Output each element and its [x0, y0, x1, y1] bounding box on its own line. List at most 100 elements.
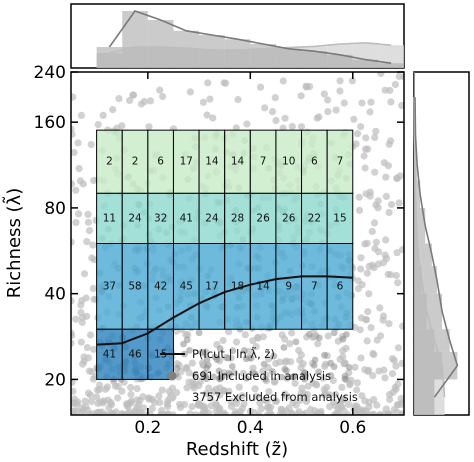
scatter-point-excluded: [394, 279, 402, 287]
scatter-point-excluded: [225, 328, 233, 336]
top-hist-bar-included: [352, 59, 379, 68]
bin-count-label: 45: [180, 280, 193, 292]
bin-count-label: 32: [154, 212, 167, 224]
scatter-point-excluded: [363, 269, 371, 277]
scatter-point-excluded: [71, 297, 75, 305]
scatter-point-included: [224, 354, 232, 362]
scatter-point-excluded: [399, 322, 404, 330]
scatter-point-excluded: [392, 271, 400, 280]
bin-cell: [147, 192, 174, 244]
y-tick-label: 240: [34, 63, 66, 83]
scatter-point-excluded: [267, 403, 275, 411]
bin-count-label: 14: [231, 156, 245, 168]
scatter-point-excluded: [394, 401, 402, 409]
scatter-point-excluded: [98, 408, 106, 415]
scatter-point-excluded: [72, 186, 80, 194]
scatter-point-excluded: [329, 398, 337, 406]
scatter-point-excluded: [71, 180, 76, 188]
scatter-point-excluded: [360, 152, 368, 160]
bin-count-label: 46: [128, 348, 142, 360]
scatter-point-excluded: [112, 382, 120, 390]
scatter-point-excluded: [225, 387, 233, 395]
scatter-point-excluded: [365, 290, 373, 298]
scatter-point-excluded: [249, 364, 257, 372]
scatter-point-included: [278, 373, 285, 381]
scatter-point-excluded: [199, 98, 207, 106]
scatter-point-excluded: [288, 329, 296, 337]
scatter-point-excluded: [379, 259, 387, 267]
scatter-point-included: [289, 373, 297, 381]
scatter-point-excluded: [71, 238, 75, 246]
scatter-point-excluded: [286, 340, 294, 348]
scatter-point-excluded: [353, 386, 361, 394]
bin-count-label: 37: [103, 280, 116, 292]
scatter-point-excluded: [373, 401, 381, 409]
right-hist-bar-included: [414, 180, 421, 208]
scatter-point-excluded: [350, 115, 358, 123]
scatter-point-excluded: [376, 304, 384, 312]
scatter-point-excluded: [369, 372, 377, 380]
bin-cell: [249, 129, 277, 194]
scatter-point-excluded: [381, 374, 389, 382]
scatter-point-excluded: [377, 72, 385, 77]
scatter-point-excluded: [127, 390, 135, 399]
scatter-point-excluded: [84, 210, 92, 218]
bin-count-label: 24: [128, 212, 142, 224]
bin-count-label: 10: [282, 156, 295, 168]
scatter-point-excluded: [90, 345, 98, 353]
legend-excluded-marker: [167, 392, 177, 402]
bin-count-label: 24: [205, 212, 219, 224]
bin-count-label: 7: [337, 156, 344, 168]
scatter-point-included: [301, 369, 308, 377]
scatter-point-excluded: [387, 98, 395, 106]
scatter-point-excluded: [398, 359, 404, 367]
scatter-point-included: [292, 338, 300, 346]
bin-count-label: 7: [260, 156, 267, 168]
scatter-point-excluded: [279, 411, 287, 415]
scatter-point-excluded: [81, 397, 89, 405]
scatter-point-included: [228, 363, 236, 370]
scatter-point-excluded: [259, 333, 267, 341]
scatter-point-excluded: [120, 411, 128, 415]
scatter-point-excluded: [361, 411, 369, 415]
legend-included-marker: [167, 371, 177, 381]
bin-cell: [301, 192, 328, 244]
scatter-point-excluded: [321, 362, 329, 370]
scatter-point-excluded: [285, 404, 293, 412]
y-axis-label: Richness (λ̃): [3, 188, 25, 298]
scatter-point-excluded: [186, 410, 194, 415]
scatter-point-excluded: [357, 265, 365, 273]
scatter-point-excluded: [371, 133, 379, 141]
scatter-point-included: [195, 329, 203, 337]
scatter-point-included: [311, 356, 319, 364]
bin-cell: [198, 243, 226, 330]
scatter-point-excluded: [265, 388, 273, 396]
scatter-point-excluded: [232, 338, 241, 346]
scatter-point-excluded: [256, 399, 264, 407]
bin-count-label: 2: [132, 156, 139, 168]
right-kde-excluded: [413, 97, 446, 398]
scatter-point-excluded: [375, 411, 384, 415]
scatter-point-excluded: [394, 344, 402, 352]
scatter-point-excluded: [336, 87, 344, 95]
scatter-point-included: [216, 345, 224, 352]
right-marginal-histogram: [413, 72, 459, 415]
scatter-point-excluded: [257, 405, 265, 413]
scatter-point-excluded: [251, 385, 259, 393]
scatter-point-excluded: [103, 411, 111, 415]
right-hist-bar-included: [414, 72, 416, 123]
scatter-point-excluded: [382, 192, 390, 200]
scatter-point-excluded: [239, 369, 247, 377]
scatter-point-excluded: [141, 411, 149, 415]
scatter-point-excluded: [156, 398, 164, 406]
scatter-point-excluded: [367, 324, 375, 332]
scatter-point-excluded: [232, 410, 240, 415]
scatter-point-excluded: [364, 145, 372, 153]
axes: 0.2 0.4 0.6 20 40 80 160 240: [34, 63, 404, 438]
top-hist-bar-included: [327, 54, 353, 68]
scatter-point-included: [280, 344, 288, 351]
scatter-point-included: [219, 373, 226, 380]
scatter-point-excluded: [265, 355, 273, 363]
scatter-point-excluded: [209, 114, 217, 122]
scatter-point-excluded: [238, 392, 246, 400]
